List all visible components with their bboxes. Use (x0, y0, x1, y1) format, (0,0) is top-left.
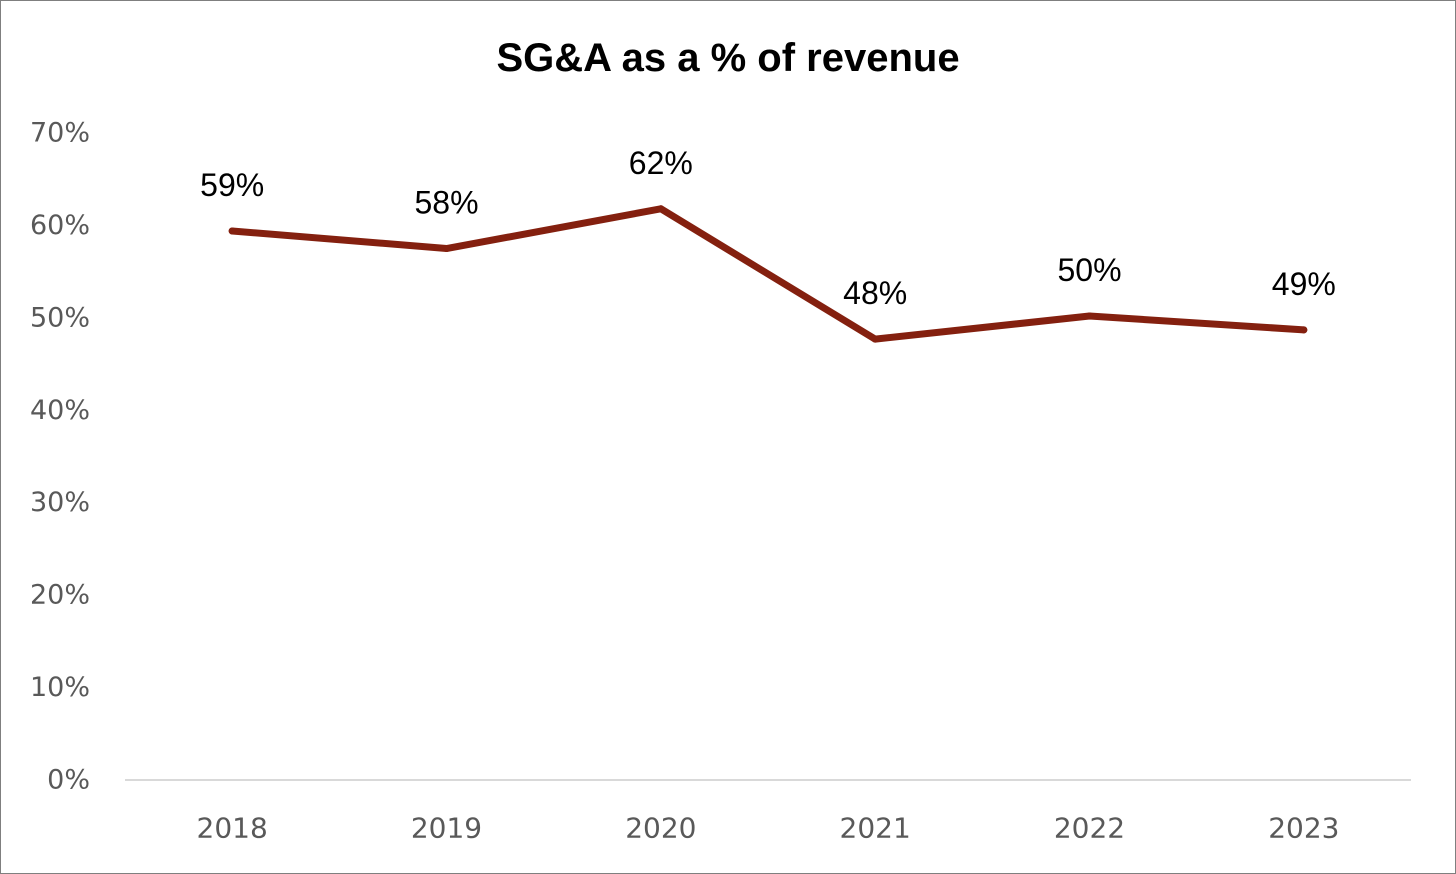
data-point (871, 335, 879, 343)
data-label: 48% (843, 275, 907, 311)
x-axis-tick-labels: 2018 2019 2020 2021 2022 2023 (197, 812, 1340, 845)
data-label: 59% (200, 167, 264, 203)
x-tick-label: 2023 (1268, 812, 1339, 845)
x-tick-label: 2019 (411, 812, 482, 845)
data-label: 58% (414, 185, 478, 221)
y-tick-label: 10% (30, 672, 90, 703)
y-tick-label: 60% (30, 210, 90, 241)
x-tick-label: 2018 (197, 812, 268, 845)
data-point (443, 245, 450, 253)
y-tick-label: 50% (30, 302, 90, 333)
series-points (228, 205, 1308, 343)
y-tick-label: 20% (30, 580, 90, 611)
data-point (657, 205, 665, 213)
data-point (228, 227, 236, 235)
y-tick-label: 40% (30, 395, 90, 426)
data-point (1300, 326, 1308, 334)
data-point (1086, 312, 1093, 320)
x-tick-label: 2020 (625, 812, 696, 845)
data-label: 62% (629, 145, 693, 181)
x-tick-label: 2022 (1054, 812, 1125, 845)
series-line (228, 205, 1308, 343)
data-label: 50% (1057, 252, 1121, 288)
chart-title: SG&A as a % of revenue (496, 36, 960, 80)
y-tick-label: 70% (30, 118, 90, 149)
y-tick-label: 30% (30, 487, 90, 518)
data-labels: 59% 58% 62% 48% 50% 49% (200, 145, 1336, 311)
x-tick-label: 2021 (840, 812, 911, 845)
data-label: 49% (1272, 266, 1336, 302)
y-axis-tick-labels: 0% 10% 20% 30% 40% 50% 60% 70% (30, 118, 90, 796)
y-tick-label: 0% (47, 765, 90, 796)
